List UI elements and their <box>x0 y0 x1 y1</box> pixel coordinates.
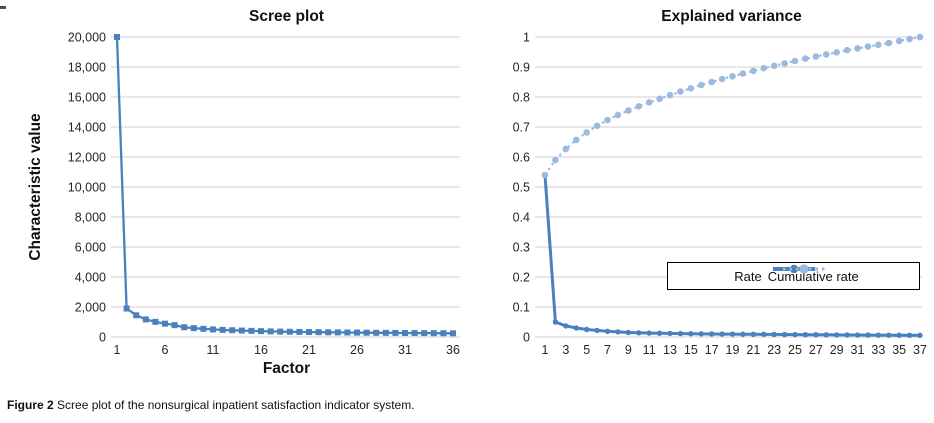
svg-text:9: 9 <box>625 343 632 357</box>
svg-text:0.3: 0.3 <box>513 241 530 255</box>
svg-text:6,000: 6,000 <box>75 241 106 255</box>
svg-text:4,000: 4,000 <box>75 271 106 285</box>
svg-text:0.1: 0.1 <box>513 301 530 315</box>
svg-text:31: 31 <box>398 343 412 357</box>
caption-text: Scree plot of the nonsurgical inpatient … <box>53 398 415 412</box>
svg-text:23: 23 <box>767 343 781 357</box>
svg-text:0.2: 0.2 <box>513 271 530 285</box>
svg-text:29: 29 <box>830 343 844 357</box>
svg-text:1: 1 <box>523 31 530 45</box>
svg-text:0.5: 0.5 <box>513 181 530 195</box>
svg-text:37: 37 <box>913 343 927 357</box>
svg-text:18,000: 18,000 <box>68 61 106 75</box>
svg-text:12,000: 12,000 <box>68 151 106 165</box>
svg-text:0.6: 0.6 <box>513 151 530 165</box>
scree-plot-chart: 20,00018,00016,00014,00012,00010,0008,00… <box>68 31 460 357</box>
svg-text:0.9: 0.9 <box>513 61 530 75</box>
svg-text:21: 21 <box>746 343 760 357</box>
svg-text:31: 31 <box>851 343 865 357</box>
svg-text:25: 25 <box>788 343 802 357</box>
scree-plot-title: Scree plot <box>249 8 324 25</box>
svg-text:5: 5 <box>583 343 590 357</box>
svg-text:36: 36 <box>446 343 460 357</box>
legend-label-cumulative-rate: Cumulative rate <box>767 268 859 284</box>
svg-text:16: 16 <box>254 343 268 357</box>
scree-x-axis-label: Factor <box>262 360 311 377</box>
svg-text:0: 0 <box>99 331 106 345</box>
svg-text:0.4: 0.4 <box>513 211 530 225</box>
legend-label-rate: Rate <box>734 268 762 284</box>
svg-text:8,000: 8,000 <box>75 211 106 225</box>
svg-text:6: 6 <box>162 343 169 357</box>
svg-text:10,000: 10,000 <box>68 181 106 195</box>
svg-text:13: 13 <box>663 343 677 357</box>
svg-text:1: 1 <box>114 343 121 357</box>
svg-text:0: 0 <box>523 331 530 345</box>
legend: Rate Cumulative rate <box>667 262 920 290</box>
svg-text:20,000: 20,000 <box>68 31 106 45</box>
svg-text:35: 35 <box>892 343 906 357</box>
edge-artifact <box>0 6 6 9</box>
svg-text:11: 11 <box>643 343 656 357</box>
explained-variance-title: Explained variance <box>661 8 802 25</box>
svg-text:2,000: 2,000 <box>75 301 106 315</box>
svg-text:11: 11 <box>207 343 220 357</box>
svg-text:17: 17 <box>705 343 719 357</box>
svg-text:1: 1 <box>542 343 549 357</box>
svg-text:27: 27 <box>809 343 823 357</box>
explained-variance-chart: 10.90.80.70.60.50.40.30.20.101 3 5 7 9 11 13 15… <box>513 31 927 358</box>
svg-text:0.7: 0.7 <box>513 121 530 135</box>
cumulative-rate-line-icon <box>782 264 825 274</box>
svg-text:33: 33 <box>871 343 885 357</box>
svg-text:15: 15 <box>684 343 698 357</box>
svg-text:21: 21 <box>302 343 316 357</box>
svg-text:0.8: 0.8 <box>513 91 530 105</box>
caption-label: Figure 2 <box>7 398 54 412</box>
figure-caption: Figure 2 Scree plot of the nonsurgical i… <box>7 398 415 412</box>
svg-text:19: 19 <box>726 343 740 357</box>
svg-text:7: 7 <box>604 343 611 357</box>
svg-text:3: 3 <box>562 343 569 357</box>
svg-text:16,000: 16,000 <box>68 91 106 105</box>
svg-text:26: 26 <box>350 343 364 357</box>
svg-text:14,000: 14,000 <box>68 121 106 135</box>
